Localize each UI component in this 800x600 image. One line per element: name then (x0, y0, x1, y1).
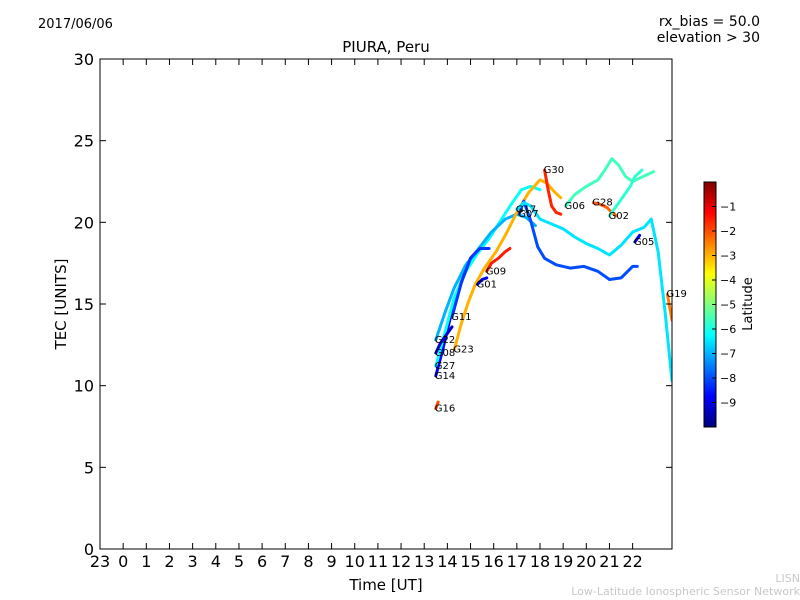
series-label-g19: G19 (666, 289, 686, 300)
series-line-g27 (434, 184, 542, 368)
series-layer (434, 157, 672, 410)
x-tick-label: 6 (257, 552, 267, 571)
series-label-g14: G14 (435, 371, 455, 382)
x-tick-label: 11 (368, 552, 388, 571)
x-tick-label: 16 (484, 552, 504, 571)
series-label-g22: G22 (435, 335, 455, 346)
series-line-g02 (608, 168, 644, 218)
latitude-colorbar: Latitude −1 −2 −3 −4 −5 −6 −7 −8 −9 (703, 181, 756, 428)
colorbar-tick-label: −8 (720, 372, 736, 385)
series-label-g27: G27 (435, 361, 455, 372)
x-tick-label: 9 (326, 552, 336, 571)
x-tick-label: 15 (460, 552, 480, 571)
date-label: 2017/06/06 (38, 17, 113, 32)
series-label-g09: G09 (486, 266, 506, 277)
y-tick-label: 5 (84, 458, 94, 477)
x-tick-label: 7 (280, 552, 290, 571)
series-label-g28: G28 (592, 198, 612, 209)
x-tick-label: 0 (118, 552, 128, 571)
series-line-g19 (665, 292, 672, 322)
x-tick-label: 23 (90, 552, 110, 571)
footer-credit: LISN Low-Latitude Ionospheric Sensor Net… (571, 572, 800, 598)
series-line-g28 (591, 201, 618, 218)
colorbar-tick-label: −7 (720, 348, 736, 361)
footer-brand: LISN (775, 572, 800, 585)
series-line-g22 (434, 212, 537, 342)
colorbar-tick-label: −2 (720, 225, 736, 238)
y-tick-label: 20 (74, 213, 94, 232)
colorbar-label: Latitude (741, 277, 756, 331)
x-tick-label: 5 (234, 552, 244, 571)
footer-network: Low-Latitude Ionospheric Sensor Network (571, 585, 800, 598)
x-tick-label: 21 (599, 552, 619, 571)
series-line-g11 (450, 247, 491, 319)
series-label-g08: G08 (435, 348, 455, 359)
plot-frame (99, 58, 673, 550)
colorbar-tick-label: −3 (720, 250, 736, 263)
series-line-g17 (515, 201, 672, 383)
series-line-g07 (517, 199, 639, 281)
colorbar-tick-label: −1 (720, 201, 736, 214)
x-tick-label: 4 (211, 552, 221, 571)
chart-title: PIURA, Peru (342, 38, 429, 56)
x-tick-label: 13 (414, 552, 434, 571)
y-tick-label: 10 (74, 377, 94, 396)
x-axis-title: Time [UT] (348, 576, 422, 594)
series-label-g30: G30 (544, 165, 564, 176)
rx-bias-label: rx_bias = 50.0 (658, 14, 760, 30)
series-label-g07: G07 (518, 209, 538, 220)
series-label-g05: G05 (634, 237, 654, 248)
series-label-g01: G01 (477, 279, 497, 290)
settings-annotation: rx_bias = 50.0 elevation > 30 (657, 14, 760, 46)
x-tick-label: 2 (164, 552, 174, 571)
x-tick-label: 1 (141, 552, 151, 571)
y-tick-label: 0 (84, 540, 94, 559)
elevation-label: elevation > 30 (656, 30, 760, 46)
series-label-g06: G06 (565, 201, 585, 212)
x-tick-label: 20 (576, 552, 596, 571)
y-axis-title: TEC [UNITS] (52, 259, 70, 351)
series-label-g17: G17 (516, 204, 536, 215)
series-label-g23: G23 (453, 345, 473, 356)
series-label-g11: G11 (451, 312, 471, 323)
series-label-g02: G02 (609, 211, 629, 222)
x-tick-label: 17 (507, 552, 527, 571)
x-tick-label: 22 (622, 552, 642, 571)
x-tick-label: 10 (345, 552, 365, 571)
y-tick-label: 30 (74, 50, 94, 69)
x-tick-label: 3 (188, 552, 198, 571)
colorbar-tick-label: −9 (720, 397, 736, 410)
x-tick-label: 12 (391, 552, 411, 571)
series-line-g01 (476, 276, 489, 286)
series-line-g05 (633, 233, 642, 244)
series-line-g30 (543, 168, 563, 216)
y-tick-label: 15 (74, 295, 94, 314)
colorbar-tick-label: −5 (720, 299, 736, 312)
x-tick-label: 18 (530, 552, 550, 571)
series-label-g16: G16 (435, 404, 455, 415)
series-line-g08 (434, 325, 454, 355)
x-tick-label: 19 (553, 552, 573, 571)
series-line-g16 (434, 400, 440, 410)
series-line-g06 (564, 157, 655, 208)
y-tick-label: 25 (74, 132, 94, 151)
x-tick-label: 14 (437, 552, 457, 571)
x-tick-label: 8 (303, 552, 313, 571)
colorbar-tick-label: −4 (720, 274, 736, 287)
series-line-g09 (485, 247, 512, 273)
colorbar-tick-label: −6 (720, 323, 736, 336)
